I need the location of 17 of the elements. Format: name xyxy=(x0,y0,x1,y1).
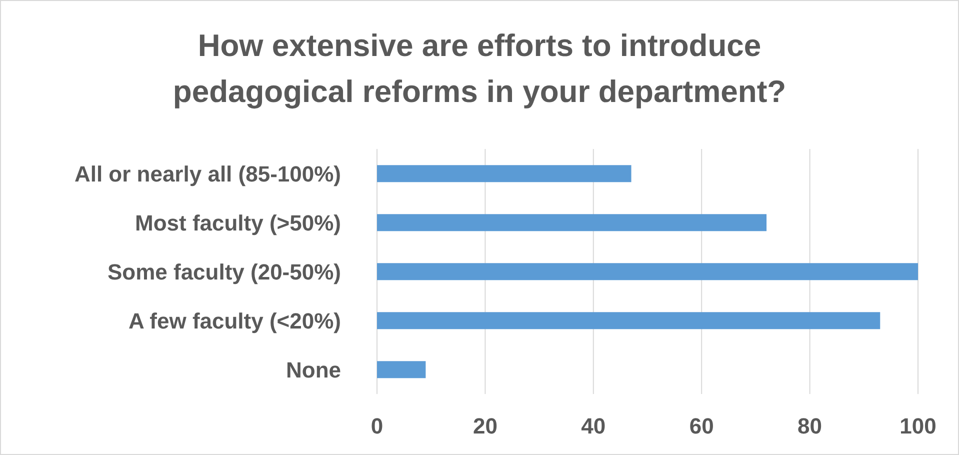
x-tick-label: 40 xyxy=(581,414,606,439)
y-tick-label: Most faculty (>50%) xyxy=(135,210,341,236)
chart-title: How extensive are efforts to introduce pedagogical reforms in your department? xyxy=(172,27,788,111)
bar xyxy=(377,165,632,182)
y-tick-label: Some faculty (20-50%) xyxy=(107,259,341,284)
x-tick-label: 20 xyxy=(472,414,498,439)
x-tick-label: 100 xyxy=(900,414,936,439)
bar xyxy=(377,361,426,378)
x-tick-label: 0 xyxy=(370,414,384,439)
y-tick-label: None xyxy=(286,357,341,382)
bar xyxy=(377,263,918,280)
y-tick-label: All or nearly all (85-100%) xyxy=(74,161,341,186)
x-tick-label: 80 xyxy=(798,414,822,439)
bar xyxy=(377,214,767,232)
bar xyxy=(377,312,880,330)
y-tick-label: A few faculty (<20%) xyxy=(128,308,341,334)
x-tick-label: 60 xyxy=(689,414,714,439)
